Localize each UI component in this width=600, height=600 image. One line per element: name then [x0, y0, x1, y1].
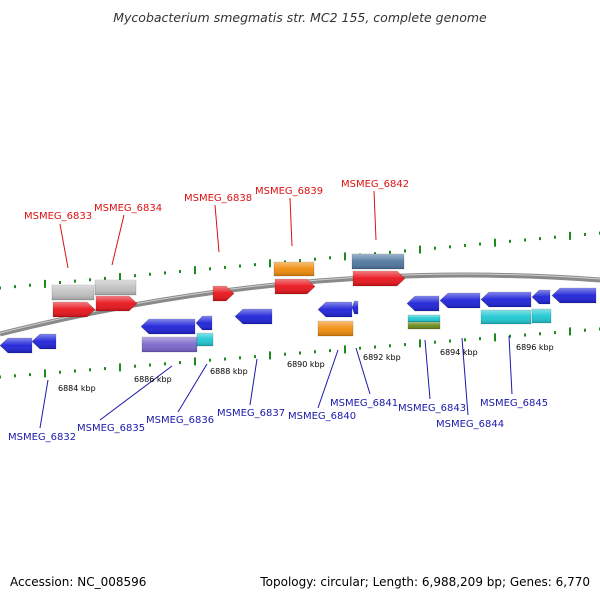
leader-line [59, 223, 69, 269]
scale-label: 6884 kbp [58, 384, 96, 393]
label-leader-lines [39, 190, 513, 429]
cds-msmeg-6833-shine [53, 302, 95, 317]
gene-label-msmeg-6837[interactable]: MSMEG_6837 [217, 408, 285, 419]
leader-line [424, 339, 431, 400]
lower-gene-labels: MSMEG_6832 MSMEG_6835 MSMEG_6836 MSMEG_6… [8, 398, 548, 443]
gene-box-msmeg-6843-shine [408, 315, 440, 322]
leader-line [289, 197, 293, 247]
lower-tick-track [0, 327, 600, 379]
scale-label: 6890 kbp [287, 360, 325, 369]
leader-line [461, 337, 469, 416]
topology-text: Topology: circular; Length: 6,988,209 bp… [259, 575, 590, 589]
cds-msmeg-6844-shine [440, 293, 480, 308]
leader-line [214, 204, 220, 253]
upper-tick-track [0, 231, 600, 290]
cds-msmeg-6845-shine [481, 292, 531, 307]
cds-msmeg-6837-shine [235, 309, 272, 324]
gene-box-msmeg-6833-shine [52, 285, 94, 300]
scale-label: 6892 kbp [363, 353, 401, 362]
leader-line [508, 335, 513, 395]
cds-msmeg-6840-shine [318, 302, 352, 317]
gene-label-msmeg-6844[interactable]: MSMEG_6844 [436, 419, 504, 430]
cds-msmeg-6842-shine [353, 271, 405, 286]
cds-msmeg-6841-shine [352, 301, 358, 314]
gene-label-msmeg-6835[interactable]: MSMEG_6835 [77, 423, 145, 434]
scale-label: 6894 kbp [440, 348, 478, 357]
gene-label-msmeg-6841[interactable]: MSMEG_6841 [330, 398, 398, 409]
gene-box-msmeg-6842-shine [352, 254, 404, 269]
leader-line [355, 347, 371, 395]
gene-box-msmeg-6839-shine [274, 262, 314, 276]
leader-line [99, 365, 173, 421]
map-title: Mycobacterium smegmatis str. MC2 155, co… [113, 10, 487, 25]
cds-msmeg-6832b-shine [32, 334, 56, 349]
cds-msmeg-6836-shine [196, 316, 212, 330]
scale-label: 6886 kbp [134, 375, 172, 384]
gene-label-msmeg-6836[interactable]: MSMEG_6836 [146, 415, 214, 426]
cds-msmeg-6832-shine [0, 338, 32, 353]
gene-label-msmeg-6843[interactable]: MSMEG_6843 [398, 403, 466, 414]
leader-line [373, 190, 377, 241]
scale-labels: 6884 kbp 6886 kbp 6888 kbp 6890 kbp 6892… [58, 343, 554, 393]
gene-label-msmeg-6845[interactable]: MSMEG_6845 [480, 398, 548, 409]
gene-box-msmeg-6840-shine [318, 321, 353, 336]
gene-box-msmeg-6836-shine [197, 333, 213, 346]
gene-box-msmeg-6835-shine [142, 337, 197, 352]
leader-line [39, 379, 49, 429]
gene-box-msmeg-6845b-shine [532, 309, 551, 323]
cds-msmeg-6843-shine [407, 296, 439, 311]
cds-msmeg-6846-shine [552, 288, 596, 303]
gene-label-msmeg-6832[interactable]: MSMEG_6832 [8, 432, 76, 443]
leader-line [111, 214, 125, 266]
gene-track [0, 253, 597, 354]
gene-box-msmeg-6843-rna-shine [408, 322, 440, 329]
leader-line [317, 349, 339, 409]
cds-msmeg-6834-shine [96, 296, 137, 311]
scale-label: 6896 kbp [516, 343, 554, 352]
leader-line [249, 358, 258, 406]
cds-msmeg-6845b-shine [532, 290, 550, 304]
cds-msmeg-6835-shine [141, 319, 195, 334]
cds-msmeg-6839-shine [275, 279, 315, 294]
accession-text: Accession: NC_008596 [10, 575, 146, 589]
gene-label-msmeg-6833[interactable]: MSMEG_6833 [24, 211, 92, 222]
upper-gene-labels: MSMEG_6833 MSMEG_6834 MSMEG_6838 MSMEG_6… [24, 179, 409, 222]
scale-label: 6888 kbp [210, 367, 248, 376]
gene-label-msmeg-6842[interactable]: MSMEG_6842 [341, 179, 409, 190]
leader-line [177, 363, 208, 413]
gene-label-msmeg-6834[interactable]: MSMEG_6834 [94, 203, 162, 214]
gene-box-msmeg-6845-shine [481, 310, 531, 324]
gene-box-msmeg-6834-shine [95, 280, 136, 295]
gene-label-msmeg-6839[interactable]: MSMEG_6839 [255, 186, 323, 197]
gene-label-msmeg-6840[interactable]: MSMEG_6840 [288, 411, 356, 422]
cds-msmeg-6838-shine [213, 286, 234, 301]
gene-label-msmeg-6838[interactable]: MSMEG_6838 [184, 193, 252, 204]
